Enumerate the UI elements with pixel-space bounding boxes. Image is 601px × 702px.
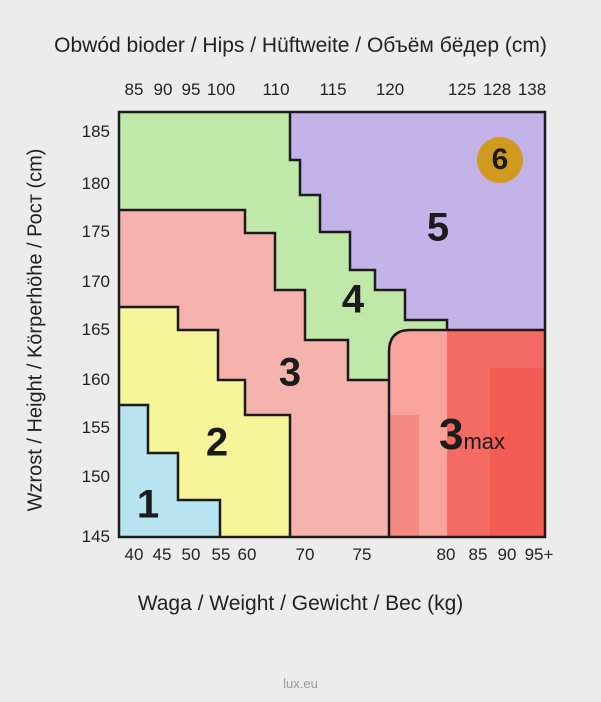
weight-tick: 95+ bbox=[524, 545, 554, 564]
hips-tick: 85 bbox=[124, 80, 144, 99]
hips-tick: 100 bbox=[206, 80, 236, 99]
hips-tick: 128 bbox=[482, 80, 512, 99]
height-tick: 160 bbox=[81, 370, 110, 389]
weight-axis-title: Waga / Weight / Gewicht / Вес (kg) bbox=[137, 592, 464, 615]
hips-tick: 90 bbox=[153, 80, 173, 99]
zone-3max-right-band bbox=[490, 368, 545, 537]
footer-site: lux.eu bbox=[283, 676, 318, 691]
hips-tick: 125 bbox=[447, 80, 477, 99]
height-tick: 180 bbox=[81, 174, 110, 193]
weight-tick: 75 bbox=[352, 545, 372, 564]
height-tick: 155 bbox=[81, 418, 110, 437]
weight-tick: 70 bbox=[295, 545, 315, 564]
height-tick: 175 bbox=[81, 222, 110, 241]
height-tick: 145 bbox=[81, 527, 110, 546]
weight-tick: 80 bbox=[436, 545, 456, 564]
weight-tick: 85 bbox=[468, 545, 488, 564]
height-tick: 170 bbox=[81, 272, 110, 291]
hips-axis-title: Obwód bioder / Hips / Hüftweite / Объём … bbox=[54, 34, 547, 57]
zone-6-badge: 6 bbox=[477, 137, 523, 183]
weight-tick: 40 bbox=[124, 545, 144, 564]
zone-3max-left-band bbox=[389, 415, 419, 537]
zone-5-label: 5 bbox=[426, 205, 450, 250]
weight-tick: 45 bbox=[152, 545, 172, 564]
zone-boundaries bbox=[117, 110, 547, 539]
height-tick: 185 bbox=[81, 122, 110, 141]
hips-tick: 110 bbox=[262, 80, 290, 99]
zone-3-label: 3 bbox=[278, 350, 302, 395]
weight-tick: 90 bbox=[497, 545, 517, 564]
weight-tick: 60 bbox=[237, 545, 257, 564]
zone-1-area bbox=[119, 405, 220, 537]
height-tick: 165 bbox=[81, 320, 110, 339]
zone-4-label: 4 bbox=[341, 277, 365, 322]
weight-tick: 50 bbox=[181, 545, 201, 564]
hips-tick: 120 bbox=[375, 80, 405, 99]
hips-tick: 95 bbox=[181, 80, 201, 99]
zone-1-label: 1 bbox=[136, 482, 160, 527]
height-tick: 150 bbox=[81, 467, 110, 486]
weight-tick: 55 bbox=[211, 545, 231, 564]
zone-3max-label: 3max bbox=[438, 410, 506, 459]
hips-tick: 138 bbox=[517, 80, 547, 99]
hips-tick: 115 bbox=[319, 80, 347, 99]
zone-2-label: 2 bbox=[205, 420, 229, 465]
